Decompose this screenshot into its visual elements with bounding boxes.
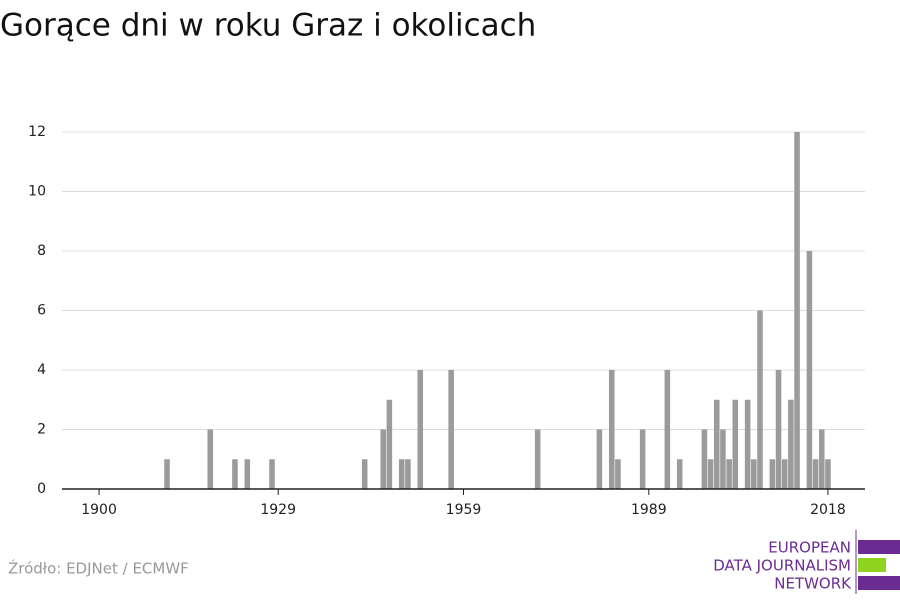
x-tick-label: 2018 — [810, 502, 846, 518]
x-tick-label: 1959 — [446, 502, 482, 518]
x-tick-label: 1989 — [631, 502, 667, 518]
bar — [386, 399, 393, 489]
logo-text: EUROPEAN — [768, 539, 851, 557]
bar — [448, 370, 454, 489]
bar — [534, 429, 541, 489]
x-tick-label: 1929 — [260, 502, 296, 518]
bar — [380, 429, 386, 489]
bar — [639, 429, 646, 489]
bar — [417, 370, 424, 489]
bar — [707, 459, 714, 489]
bar — [207, 429, 214, 489]
bar — [751, 459, 757, 489]
bar — [405, 459, 411, 489]
bar — [757, 310, 763, 489]
bar — [825, 459, 831, 489]
logo-text: NETWORK — [774, 575, 852, 593]
y-tick-label: 4 — [37, 362, 46, 378]
source: Źródło: EDJNet / ECMWF — [8, 559, 189, 578]
bar — [818, 429, 825, 489]
bar — [812, 459, 819, 489]
bar — [794, 132, 800, 489]
bar — [732, 399, 739, 489]
bar — [713, 399, 720, 489]
y-tick-label: 12 — [28, 124, 46, 140]
bar — [788, 399, 794, 489]
y-tick-label: 0 — [37, 481, 46, 497]
bar — [744, 399, 751, 489]
logo-text: DATA JOURNALISM — [713, 557, 851, 575]
bar — [806, 251, 813, 489]
bar — [769, 459, 776, 489]
logo-bar — [858, 558, 886, 572]
logo-bar — [858, 540, 900, 554]
y-tick-label: 2 — [37, 422, 46, 438]
bar — [775, 370, 782, 489]
y-tick-label: 8 — [37, 243, 46, 259]
bar — [676, 459, 683, 489]
bar — [244, 459, 251, 489]
bar — [164, 459, 170, 489]
bar — [701, 429, 708, 489]
chart-title: Gorące dni w roku Graz i okolicach — [0, 8, 536, 44]
bar — [664, 370, 671, 489]
bar — [615, 459, 621, 489]
bar — [232, 459, 238, 489]
bar — [596, 429, 603, 489]
bar — [781, 459, 788, 489]
bar — [269, 459, 275, 489]
y-tick-label: 10 — [28, 184, 46, 200]
bar — [398, 459, 405, 489]
bar — [608, 370, 615, 489]
x-tick-label: 1900 — [81, 502, 117, 518]
bar — [726, 459, 732, 489]
bar — [361, 459, 368, 489]
y-tick-label: 6 — [37, 303, 46, 319]
logo-bar — [858, 576, 900, 590]
bar — [720, 429, 726, 489]
